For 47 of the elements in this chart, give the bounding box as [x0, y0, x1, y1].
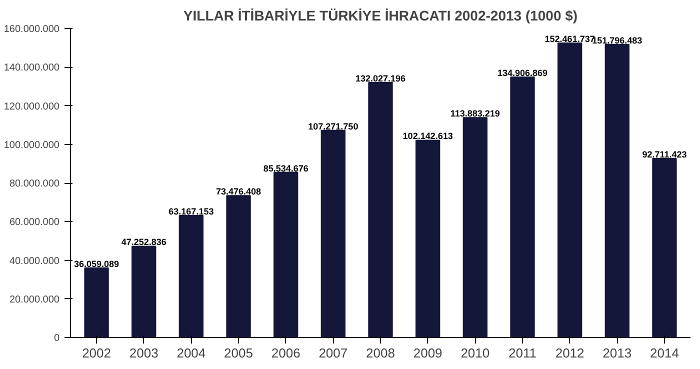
x-tick-label: 2011: [508, 346, 536, 360]
data-label: 113.883.219: [450, 108, 500, 119]
x-tick-label: 2013: [602, 346, 632, 360]
data-label: 85.534.676: [263, 163, 308, 174]
x-tick-label: 2005: [224, 346, 253, 360]
y-tick-label: 0: [54, 333, 60, 344]
y-tick-label: 60.000.000: [9, 217, 60, 228]
data-label: 36.059.089: [74, 258, 120, 269]
data-label: 132.027.196: [355, 74, 406, 84]
y-tick-label: 80.000.000: [9, 178, 60, 190]
x-tick-label: 2007: [318, 346, 348, 360]
x-tick-label: 2010: [460, 346, 490, 360]
bar: [320, 130, 346, 338]
bar: [178, 215, 204, 338]
bar: [604, 44, 630, 338]
x-tick-label: 2003: [129, 346, 158, 360]
x-tick-label: 2009: [413, 346, 442, 360]
y-tick-label: 20.000.000: [9, 294, 60, 306]
bar: [84, 267, 109, 338]
x-tick-label: 2006: [271, 346, 300, 360]
data-label: 102.142.613: [402, 131, 453, 142]
data-label: 73.476.408: [216, 186, 262, 197]
x-tick-label: 2012: [555, 346, 584, 360]
x-tick-label: 2008: [366, 346, 395, 360]
bar: [132, 246, 156, 338]
data-label: 134.906.869: [497, 68, 548, 78]
bar: [415, 140, 440, 338]
x-tick-label: 2004: [176, 346, 206, 360]
bar: [510, 76, 535, 338]
data-label: 107.271.750: [308, 121, 358, 132]
bar: [462, 117, 488, 338]
data-label: 63.167.153: [168, 206, 214, 217]
y-tick-label: 100.000.000: [4, 140, 60, 151]
x-tick-label: 2002: [82, 346, 111, 360]
y-tick-label: 40.000.000: [9, 256, 60, 267]
bar: [557, 42, 582, 338]
y-tick-label: 120.000.000: [4, 101, 60, 112]
bar: [274, 172, 298, 338]
y-tick-label: 160.000.000: [4, 24, 60, 35]
data-label: 47.252.836: [121, 237, 166, 248]
y-tick-label: 140.000.000: [4, 62, 60, 74]
bar: [368, 82, 393, 338]
chart-title: YILLAR İTİBARİYLE TÜRKİYE İHRACATI 2002-2013 (1000 $): [183, 8, 578, 24]
data-label: 92.711.423: [642, 149, 687, 160]
bar: [652, 158, 677, 338]
x-tick-label: 2014: [650, 346, 679, 360]
bar: [226, 195, 251, 338]
